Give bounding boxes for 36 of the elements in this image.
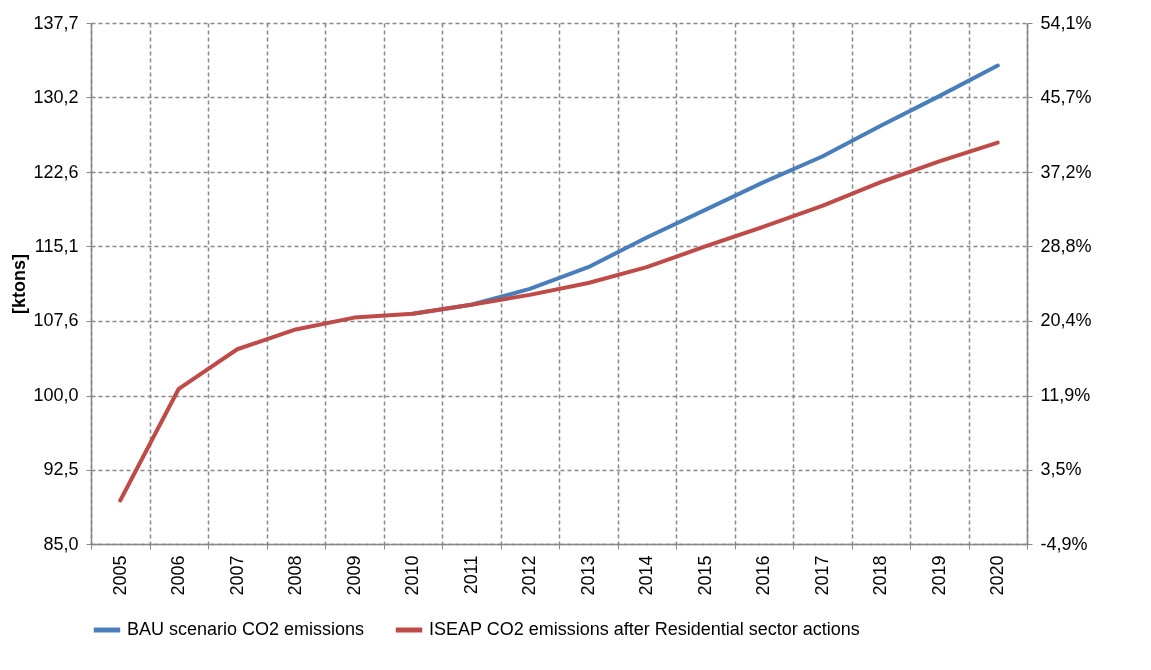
x-tick-label: 2013 [577, 555, 598, 596]
x-tick-label: 2007 [226, 555, 247, 596]
y-tick-label: 107,6 [33, 310, 79, 331]
x-tick-label: 2005 [109, 555, 130, 596]
line-series [118, 140, 1000, 503]
y2-tick-label: -4,9% [1040, 533, 1088, 554]
legend-label: ISEAP CO2 emissions after Residential sector actions [429, 619, 860, 639]
x-tick-label: 2016 [753, 555, 774, 596]
y-tick-label: 137,7 [33, 12, 79, 33]
y2-tick-label: 11,9% [1040, 385, 1091, 406]
y2-tick-label: 20,4% [1040, 310, 1092, 331]
y2-tick-label: 45,7% [1040, 86, 1092, 107]
x-tick-label: 2009 [343, 555, 364, 596]
x-tick-label: 2015 [694, 555, 715, 596]
legend-label: BAU scenario CO2 emissions [127, 619, 365, 639]
y-tick-label: 122,6 [33, 161, 79, 182]
x-tick-label: 2018 [870, 555, 891, 596]
y2-tick-label: 37,2% [1040, 161, 1092, 182]
x-tick-label: 2014 [636, 555, 657, 596]
y-tick-label: 100,0 [33, 385, 79, 406]
y2-tick-label: 28,8% [1040, 235, 1092, 256]
x-tick-label: 2012 [519, 555, 540, 596]
x-tick-label: 2017 [811, 555, 832, 596]
y-tick-label: 130,2 [33, 86, 79, 107]
x-tick-label: 2011 [460, 555, 481, 595]
y2-tick-label: 54,1% [1040, 12, 1092, 33]
x-tick-label: 2010 [402, 555, 423, 596]
x-tick-label: 2019 [928, 555, 949, 596]
x-tick-label: 2020 [987, 555, 1008, 596]
y-tick-label: 85,0 [43, 533, 79, 554]
y-tick-label: 115,1 [34, 235, 79, 256]
y-axis-title: [ktons] [9, 254, 30, 314]
y2-tick-label: 3,5% [1040, 459, 1082, 480]
x-tick-label: 2008 [285, 555, 306, 596]
y-tick-label: 92,5 [43, 459, 79, 480]
x-tick-label: 2006 [168, 555, 189, 596]
